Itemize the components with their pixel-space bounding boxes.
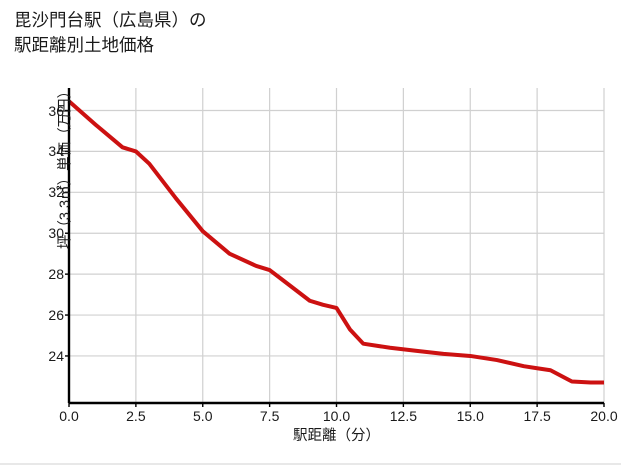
y-tick-label: 32 [48,184,64,201]
price-distance-line [67,99,604,385]
x-tick-label: 20.0 [590,408,618,424]
x-tick-label: 12.5 [389,408,417,424]
x-tick-label: 7.5 [259,408,280,424]
x-tick-label: 10.0 [322,408,351,424]
y-axis-label: 坪（3.3㎡）単価（万円） [57,83,74,250]
y-tick-label: 24 [48,347,64,364]
y-tick-label: 28 [48,266,64,283]
y-tick-label: 36 [48,102,64,119]
x-tick-marks [68,403,605,407]
y-tick-labels: 24 26 28 30 32 34 36 [32,0,64,465]
x-tick-labels: 0.0 2.5 5.0 7.5 10.0 12.5 15.0 17.5 20.0 [0,408,621,430]
x-tick-label: 15.0 [456,408,484,424]
y-tick-marks [65,109,69,357]
x-axis-label: 駅距離（分） [293,428,380,444]
x-tick-label: 2.5 [126,408,146,424]
x-tick-label: 0.0 [59,408,79,424]
x-tick-label: 5.0 [193,408,213,424]
y-tick-label: 26 [48,307,64,324]
y-tick-label: 30 [48,225,64,242]
x-tick-label: 17.5 [523,408,551,424]
chart-title: 毘沙門台駅（広島県）の 駅距離別土地価格 [14,10,207,55]
y-tick-label: 34 [48,143,64,160]
